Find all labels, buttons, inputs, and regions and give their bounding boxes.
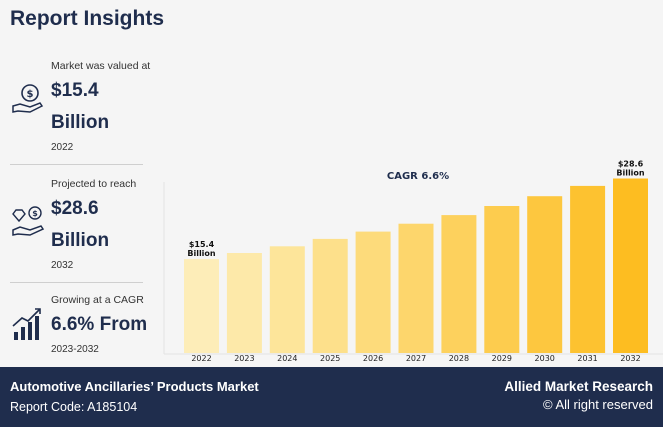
x-tick-label: 2027 [406,354,426,363]
x-tick-label: 2031 [577,354,597,363]
bar-2031 [570,185,606,353]
x-tick-label: 2030 [535,354,555,363]
x-tick-label: 2023 [234,354,254,363]
stat-label: Growing at a CAGR [51,294,144,306]
stat-value-unit: Billion [51,112,110,133]
data-label: $28.6 [618,160,644,169]
data-label: Billion [616,169,645,178]
divider [10,282,143,283]
bar-2029 [484,206,520,353]
x-tick-label: 2022 [191,354,211,363]
svg-text:$: $ [27,89,34,100]
stat-label: Projected to reach [51,178,137,190]
bar-2025 [312,238,348,353]
market-name: Automotive Ancillaries’ Products Market [10,379,259,394]
footer: Automotive Ancillaries’ Products Market … [0,367,663,427]
x-tick-label: 2032 [620,354,640,363]
cagr-annotation: CAGR 6.6% [387,171,449,182]
growth-chart-icon [12,308,41,340]
stat-projected-value: $ Projected to reach $28.6 Billion 2032 [10,176,160,276]
money-hand-icon: $ [12,84,44,113]
bar-2027 [398,223,434,353]
bar-2030 [527,196,563,353]
stat-value-amount: $28.6 [51,198,99,219]
stat-year: 2023-2032 [51,344,99,355]
stat-value-unit: Billion [51,230,110,251]
page-title: Report Insights [10,7,165,30]
stat-label: Market was valued at [51,60,151,72]
stat-year: 2032 [51,260,74,271]
x-tick-label: 2025 [320,354,340,363]
divider [10,164,143,165]
bar-2024 [269,246,305,354]
bar-2026 [355,231,391,353]
x-tick-label: 2024 [277,354,297,363]
bar-chart: CAGR 6.6% 2022 2023 2024 2025 2026 2027 2028 20… [163,160,663,363]
data-label: Billion [187,249,216,258]
stat-year: 2022 [51,142,74,153]
bar-2023 [226,253,262,353]
stat-value-amount: $15.4 [51,80,99,101]
stat-value-amount: 6.6% From [51,314,148,335]
svg-text:$: $ [32,209,38,218]
bar-2028 [441,215,477,353]
x-tick-label: 2029 [492,354,512,363]
x-tick-label: 2026 [363,354,383,363]
brand-name: Allied Market Research [504,379,653,394]
rights-text: © All right reserved [542,397,653,412]
report-code: Report Code: A185104 [10,400,138,414]
bar-2032 [613,178,648,353]
diamond-hand-icon: $ [12,206,45,236]
data-label: $15.4 [189,240,215,249]
stat-cagr: Growing at a CAGR 6.6% From 2023-2032 [10,292,160,362]
x-tick-label: 2028 [449,354,469,363]
bar-2022 [184,259,219,353]
stat-market-value: $ Market was valued at $15.4 Billion 202… [10,58,160,158]
